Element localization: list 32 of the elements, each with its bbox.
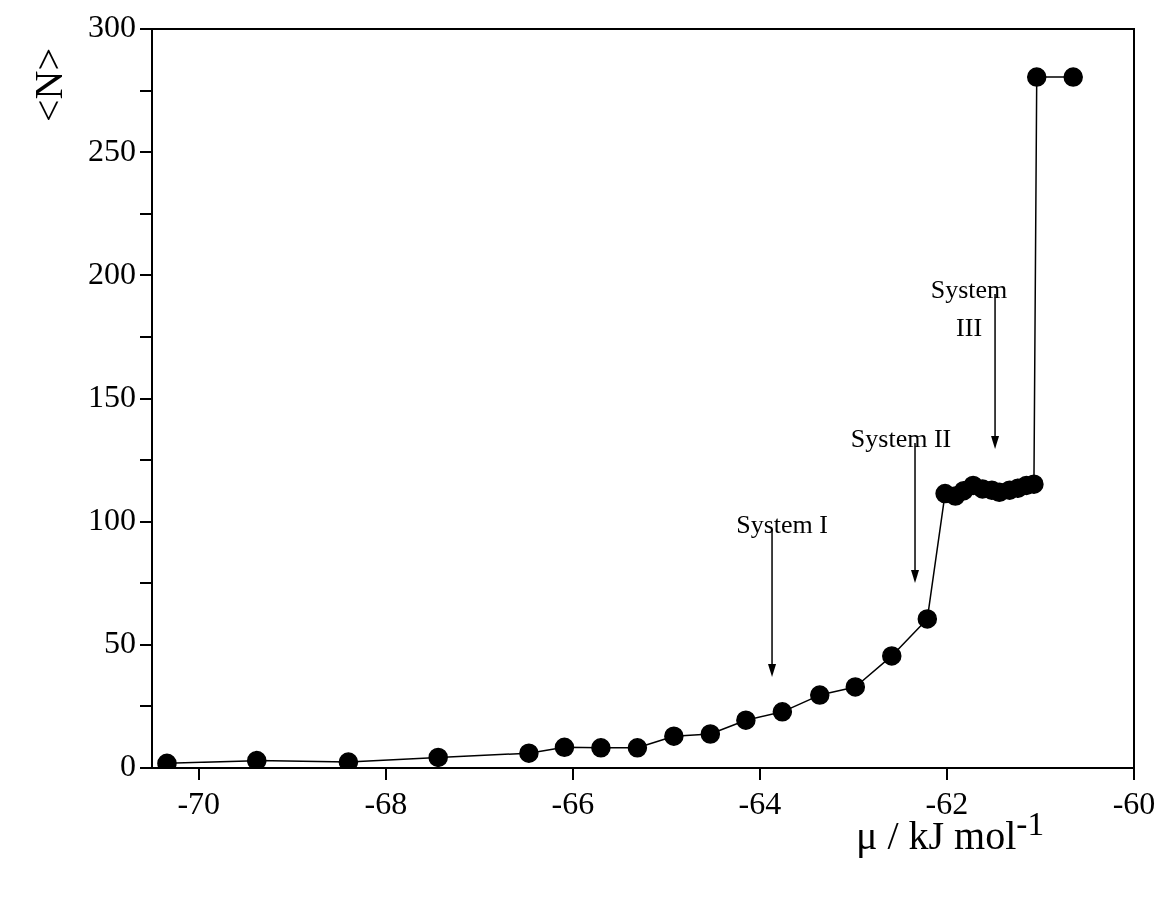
point <box>247 750 267 768</box>
point <box>519 743 539 763</box>
x-tick-label: -60 <box>1112 784 1156 821</box>
y-tick-label: 250 <box>88 131 136 168</box>
point <box>810 685 830 705</box>
point <box>845 677 866 697</box>
point <box>1026 67 1047 87</box>
x-tick-label: -70 <box>177 784 221 821</box>
annotation: System III <box>930 274 1008 342</box>
point <box>428 747 448 768</box>
point <box>627 738 648 758</box>
annotation: System I <box>736 510 828 540</box>
point <box>700 724 721 744</box>
point <box>917 609 938 629</box>
point <box>736 710 756 730</box>
point <box>554 737 575 758</box>
point <box>882 646 902 666</box>
y-axis-title: <N> <box>25 47 72 124</box>
y-tick-label: 0 <box>120 747 136 784</box>
y-tick-label: 200 <box>88 254 136 291</box>
point <box>772 702 793 722</box>
point <box>664 726 684 746</box>
y-tick-label: 100 <box>88 501 136 538</box>
y-tick-label: 150 <box>88 377 136 414</box>
y-tick-label: 300 <box>88 8 136 45</box>
point <box>1063 67 1083 87</box>
point <box>591 738 611 758</box>
x-tick-label: -64 <box>738 784 782 821</box>
x-tick-label: -66 <box>551 784 595 821</box>
x-tick-label: -68 <box>364 784 408 821</box>
annotation: System II <box>850 423 952 453</box>
y-tick-label: 50 <box>104 624 136 661</box>
